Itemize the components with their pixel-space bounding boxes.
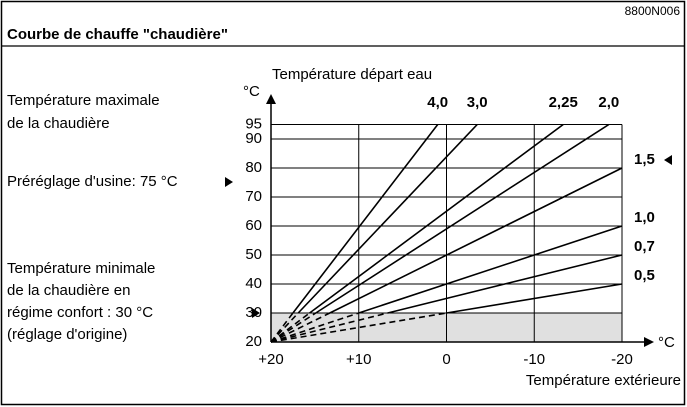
note: Préréglage d'usine: 75 °C <box>7 173 178 190</box>
y-tick-label: 95 <box>245 115 262 132</box>
doc-id: 8800N006 <box>625 4 681 18</box>
y-tick-label: 90 <box>245 130 262 147</box>
curve-label: 0,7 <box>634 238 655 255</box>
y-axis-arrow <box>266 94 276 104</box>
curve-label: 2,0 <box>598 94 619 111</box>
pointer <box>664 155 672 165</box>
y-axis-label: Température départ eau <box>272 66 432 83</box>
curve-segment <box>446 283 623 314</box>
curve-segment <box>315 123 610 314</box>
curve-segment <box>358 225 623 314</box>
curve-segment <box>270 312 360 343</box>
y-tick-label: 50 <box>245 246 262 263</box>
note: régime confort : 30 °C <box>7 304 153 321</box>
note: de la chaudière en <box>7 282 130 299</box>
x-axis-label: Température extérieure <box>526 372 681 389</box>
x-tick-label: 0 <box>442 351 450 368</box>
curve-segment <box>387 254 623 314</box>
curve-label: 2,25 <box>549 94 578 111</box>
x-axis-arrow <box>644 337 654 347</box>
y-tick-label: 30 <box>245 304 262 321</box>
note: Température minimale <box>7 260 155 277</box>
note: de la chaudière <box>7 115 110 132</box>
curve-label: 4,0 <box>427 94 448 111</box>
x-unit: °C <box>658 334 675 351</box>
y-tick-label: 80 <box>245 159 262 176</box>
y-unit: °C <box>243 83 260 100</box>
x-tick-label: -20 <box>611 351 633 368</box>
curve-label: 3,0 <box>467 94 488 111</box>
note: Température maximale <box>7 92 160 109</box>
curve-segment <box>270 312 311 343</box>
x-tick-label: -10 <box>523 351 545 368</box>
x-tick-label: +10 <box>346 351 371 368</box>
curve-label: 0,5 <box>634 267 655 284</box>
curve-segment <box>329 167 623 314</box>
pointer <box>225 177 233 187</box>
curve-segment <box>270 312 317 343</box>
heading: Courbe de chauffe "chaudière" <box>7 26 228 43</box>
curve-segment <box>297 123 478 314</box>
note: (réglage d'origine) <box>7 326 127 343</box>
x-tick-label: +20 <box>258 351 283 368</box>
y-tick-label: 60 <box>245 217 262 234</box>
curve-label: 1,0 <box>634 209 655 226</box>
curve-segment <box>270 312 388 343</box>
curve-segment <box>270 312 331 343</box>
y-tick-label: 40 <box>245 275 262 292</box>
curve-segment <box>309 123 564 314</box>
y-tick-label: 20 <box>245 333 262 350</box>
pointer <box>252 308 260 318</box>
curve-segment <box>270 312 294 343</box>
curve-segment <box>270 312 299 343</box>
y-tick-label: 70 <box>245 188 262 205</box>
curve-segment <box>292 124 439 314</box>
curve-label: 1,5 <box>634 151 655 168</box>
